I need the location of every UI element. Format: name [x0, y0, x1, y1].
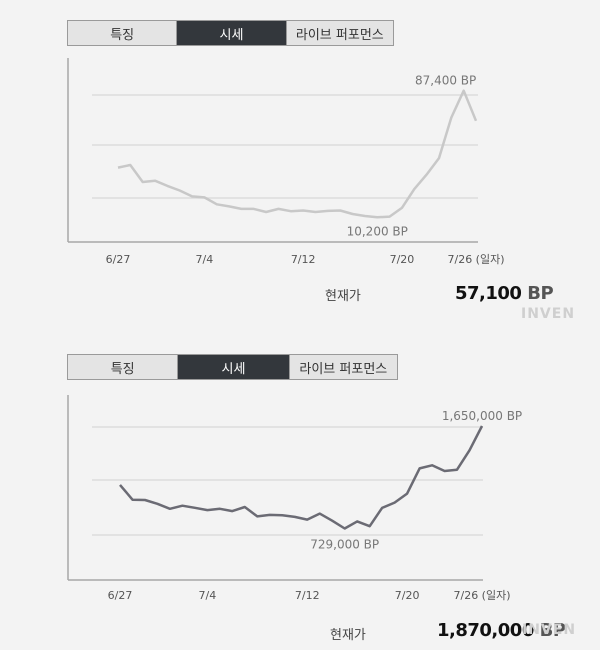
- tab-live-performance[interactable]: 라이브 퍼포먼스: [286, 21, 393, 45]
- price-panel-1: 특징 시세 라이브 퍼포먼스 6/27 7/4 7/12 7/20 7/26 (일자) 8…: [67, 20, 576, 322]
- min-price-annotation: 10,200 BP: [347, 224, 408, 238]
- x-tick-label: 7/4: [196, 253, 214, 266]
- x-tick-label: 6/27: [106, 253, 131, 266]
- x-tick-label: 7/12: [291, 253, 316, 266]
- current-price-value: 57,100 BP: [455, 283, 554, 304]
- tab-price[interactable]: 시세: [178, 355, 290, 379]
- current-price-label: 현재가: [325, 289, 361, 304]
- current-price-label: 현재가: [330, 628, 366, 643]
- tab-features[interactable]: 특징: [68, 355, 179, 379]
- tab-price[interactable]: 시세: [177, 21, 287, 45]
- x-tick-label: 7/26 (일자): [453, 588, 510, 602]
- inven-watermark: INVEN: [521, 306, 576, 322]
- max-price-annotation: 1,650,000 BP: [442, 409, 522, 423]
- current-price-number: 1,870,000: [437, 620, 534, 641]
- x-tick-label: 7/26 (일자): [447, 252, 504, 266]
- price-series-line: [119, 425, 484, 530]
- max-price-annotation: 87,400 BP: [415, 74, 476, 88]
- x-tick-label: 7/12: [295, 589, 320, 602]
- tab-features[interactable]: 특징: [68, 21, 178, 45]
- x-tick-label: 6/27: [108, 589, 133, 602]
- current-price-number: 57,100: [455, 283, 522, 304]
- price-chart: 6/27 7/4 7/12 7/20 7/26 (일자) 87,400 BP 10,200 …: [67, 58, 505, 266]
- price-panel-2: 특징 시세 라이브 퍼포먼스 6/27 7/4 7/12 7/20 7/26 (일자) 1…: [0, 325, 600, 650]
- x-tick-label: 7/20: [390, 253, 415, 266]
- x-tick-label: 7/20: [395, 589, 420, 602]
- tab-bar: 특징 시세 라이브 퍼포먼스: [67, 354, 398, 380]
- inven-watermark: INVEN: [522, 622, 577, 638]
- price-chart: 6/27 7/4 7/12 7/20 7/26 (일자) 1,650,000 BP 729,…: [67, 395, 522, 602]
- price-series-line: [117, 89, 478, 219]
- current-price-unit: BP: [527, 283, 554, 304]
- tab-live-performance[interactable]: 라이브 퍼포먼스: [289, 355, 397, 379]
- tab-bar: 특징 시세 라이브 퍼포먼스: [67, 20, 394, 46]
- current-price-unit: BP: [539, 620, 566, 641]
- x-tick-label: 7/4: [199, 589, 217, 602]
- min-price-annotation: 729,000 BP: [310, 537, 379, 551]
- current-price-value: 1,870,000 BP: [437, 620, 566, 641]
